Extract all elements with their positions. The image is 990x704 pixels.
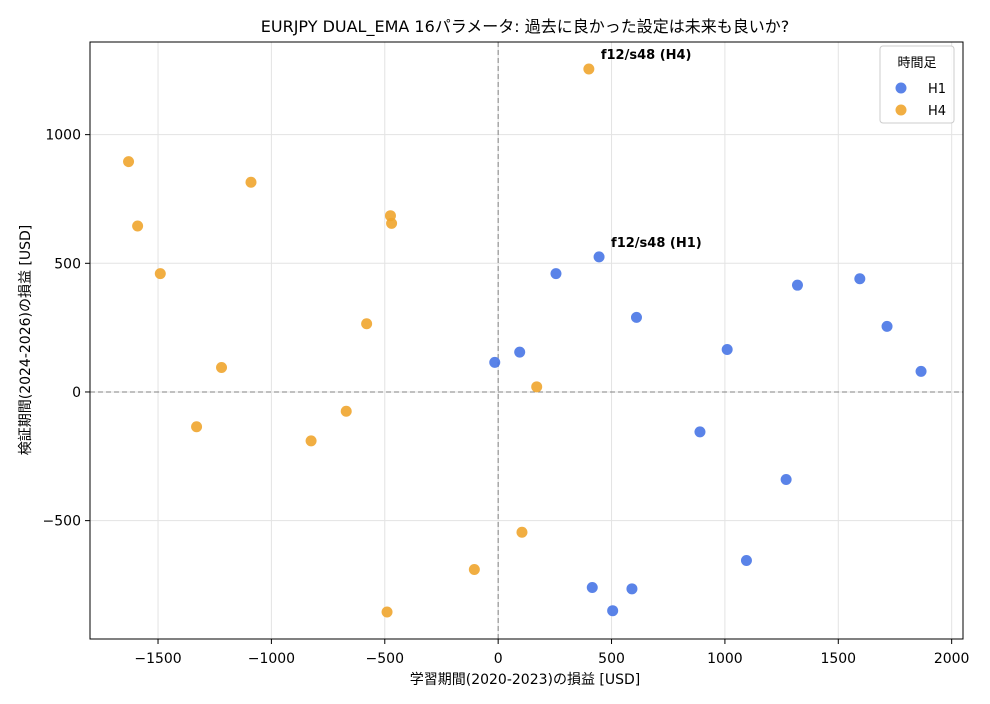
grid-lines	[90, 42, 963, 639]
legend-marker-h1	[895, 82, 907, 94]
x-tick-label: 1000	[707, 651, 743, 667]
y-tick-label: 1000	[45, 128, 81, 144]
point-h4	[305, 435, 317, 447]
point-h4	[531, 381, 543, 393]
x-tick-label: 2000	[934, 651, 970, 667]
x-tick-label: −1000	[248, 651, 295, 667]
y-tick-label: 500	[54, 256, 81, 272]
legend-label-h1: H1	[928, 82, 946, 97]
point-h4	[516, 526, 528, 538]
y-tick-label: 0	[72, 385, 81, 401]
x-axis-ticks: −1500 −1000 −500 0 500 1000 1500 2000	[134, 639, 969, 667]
point-h4	[245, 176, 257, 188]
annotation-label: f12/s48 (H1)	[611, 236, 702, 251]
y-tick-label: −500	[43, 514, 81, 530]
point-h4	[216, 362, 228, 374]
point-h1	[514, 346, 526, 358]
x-tick-label: −1500	[134, 651, 181, 667]
point-h1	[780, 473, 792, 485]
point-h4	[191, 421, 203, 433]
plot-area-frame	[89, 41, 964, 640]
legend-label-h4: H4	[928, 104, 946, 119]
point-h1	[593, 251, 605, 263]
legend-title: 時間足	[897, 56, 936, 71]
point-h1	[630, 311, 642, 323]
point-h4	[132, 220, 144, 232]
point-h1	[915, 365, 927, 377]
point-h4	[386, 217, 398, 229]
point-h4	[123, 156, 135, 168]
point-h4	[361, 318, 373, 330]
legend-marker-h4	[895, 104, 907, 116]
point-h1	[550, 268, 562, 280]
x-tick-label: 500	[598, 651, 625, 667]
point-h4	[468, 564, 480, 576]
point-h1	[740, 555, 752, 567]
reference-lines	[90, 42, 963, 639]
point-h1	[607, 605, 619, 617]
point-h4	[340, 405, 352, 417]
x-axis-label: 学習期間(2020-2023)の損益 [USD]	[410, 672, 641, 688]
point-h4	[381, 606, 393, 618]
point-h1	[489, 356, 501, 368]
annotation-label: f12/s48 (H4)	[601, 48, 692, 63]
point-h1	[694, 426, 706, 438]
point-h4	[154, 268, 166, 280]
point-h1	[791, 279, 803, 291]
y-axis-label: 検証期間(2024-2026)の損益 [USD]	[18, 225, 34, 456]
data-points	[123, 63, 927, 618]
point-h1	[586, 582, 598, 594]
annotations: f12/s48 (H4) f12/s48 (H1)	[601, 48, 702, 251]
point-h1	[881, 320, 893, 332]
legend-box	[879, 45, 955, 124]
point-h4	[583, 63, 595, 75]
legend: 時間足 H1 H4	[879, 45, 955, 124]
x-tick-label: −500	[366, 651, 404, 667]
point-h1	[854, 273, 866, 285]
point-h1	[721, 344, 733, 356]
x-tick-label: 1500	[820, 651, 856, 667]
chart-title: EURJPY DUAL_EMA 16パラメータ: 過去に良かった設定は未来も良い…	[261, 17, 790, 37]
y-axis-ticks: −500 0 500 1000	[43, 128, 90, 530]
x-tick-label: 0	[494, 651, 503, 667]
point-h1	[626, 583, 638, 595]
